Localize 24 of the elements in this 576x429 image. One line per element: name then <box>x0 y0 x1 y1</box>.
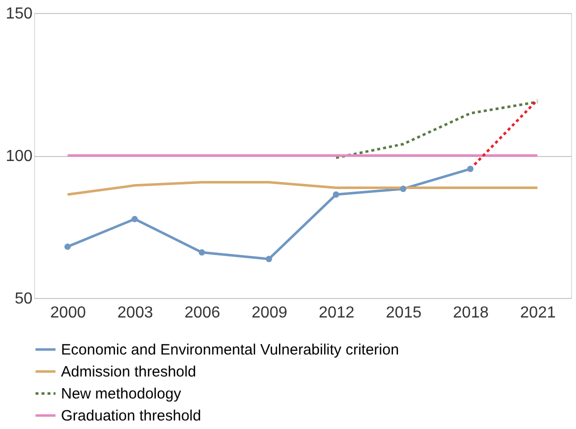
x-tick-label: 2021 <box>520 304 556 322</box>
x-tick-label: 2009 <box>252 304 288 322</box>
x-tick-label: 2012 <box>318 304 354 322</box>
legend-label: Admission threshold <box>61 364 196 380</box>
point <box>467 166 474 172</box>
point <box>266 256 272 262</box>
x-tick-label: 2003 <box>117 304 154 322</box>
point <box>198 249 205 256</box>
y-tick-label: 50 <box>14 290 33 308</box>
x-tick-label: 2015 <box>386 304 422 322</box>
line-series <box>66 181 539 196</box>
legend-label: Economic and Environmental Vulnerability criterion <box>61 342 399 358</box>
point <box>332 191 340 198</box>
y-tick-label: 100 <box>6 148 33 165</box>
x-tick-label: 2000 <box>50 304 86 322</box>
y-tick-label: 150 <box>6 6 33 22</box>
point <box>400 186 406 192</box>
line-series <box>334 100 539 160</box>
point <box>64 244 71 250</box>
x-tick-label: 2018 <box>453 304 489 322</box>
legend-label: Graduation threshold <box>61 408 202 424</box>
x-tick-label: 2006 <box>184 304 220 322</box>
point <box>132 216 138 222</box>
legend-label: New methodology <box>61 386 182 402</box>
